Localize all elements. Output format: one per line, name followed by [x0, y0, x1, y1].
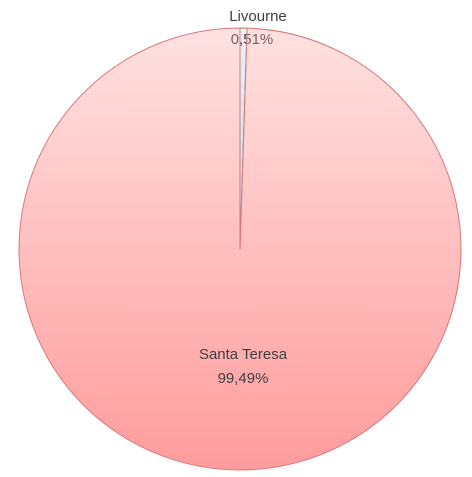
- pie-slice: [18, 27, 462, 471]
- slice-value-label: 99,49%: [218, 370, 269, 387]
- slice-category-label: Santa Teresa: [199, 346, 288, 363]
- slice-category-label: Livourne: [229, 8, 287, 25]
